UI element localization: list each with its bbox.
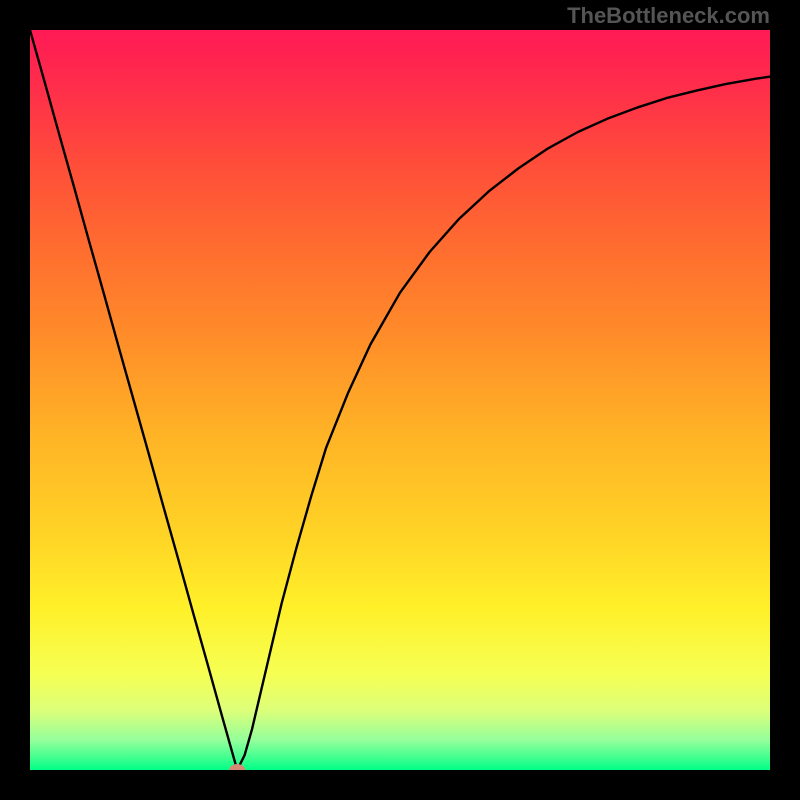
plot-area <box>30 30 770 770</box>
gradient-background <box>30 30 770 770</box>
watermark-label: TheBottleneck.com <box>567 3 770 29</box>
bottleneck-chart: TheBottleneck.com <box>0 0 800 800</box>
